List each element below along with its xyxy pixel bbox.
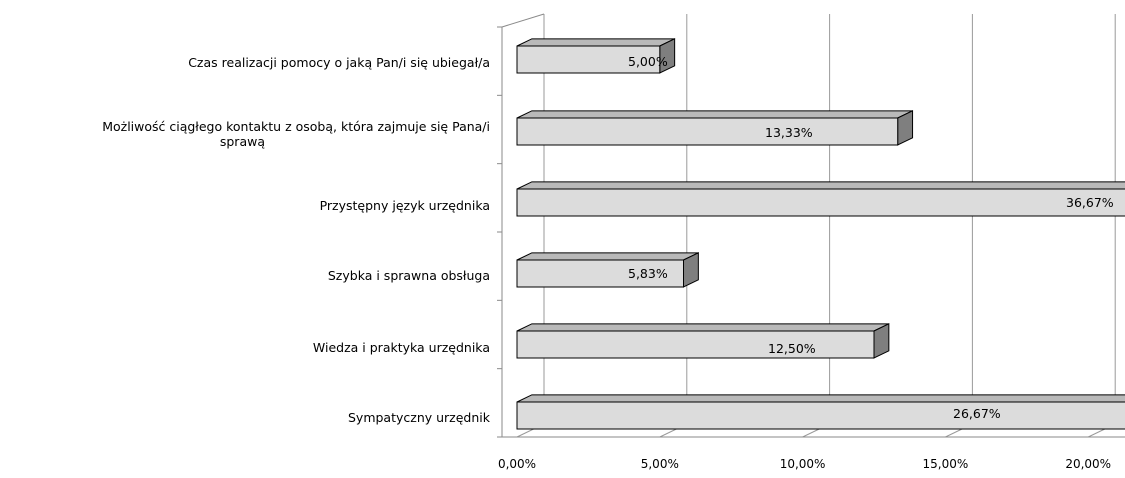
bar bbox=[516, 259, 685, 288]
category-label: Przystępny język urzędnika bbox=[320, 198, 490, 213]
bar bbox=[516, 45, 661, 74]
x-tick-label: 20,00% bbox=[1065, 457, 1111, 471]
category-label: Możliwość ciągłego kontaktu z osobą, któ… bbox=[102, 119, 490, 149]
x-tick-label: 10,00% bbox=[780, 457, 826, 471]
category-label: Czas realizacji pomocy o jaką Pan/i się … bbox=[188, 55, 490, 70]
data-label: 5,83% bbox=[628, 266, 668, 281]
bar bbox=[516, 188, 1125, 217]
x-tick-label: 5,00% bbox=[641, 457, 679, 471]
x-tick-label: 0,00% bbox=[498, 457, 536, 471]
bar-top-face bbox=[516, 323, 890, 332]
data-label: 36,67% bbox=[1066, 195, 1114, 210]
data-label: 12,50% bbox=[768, 341, 816, 356]
bar-top-face bbox=[516, 181, 1125, 190]
bar-top-face bbox=[516, 394, 1125, 403]
bar-top-face bbox=[516, 252, 699, 261]
x-tick-label: 15,00% bbox=[923, 457, 969, 471]
category-label: Sympatyczny urzędnik bbox=[348, 410, 491, 425]
bar-top-face bbox=[516, 110, 913, 119]
category-label: Szybka i sprawna obsługa bbox=[328, 268, 490, 283]
bar bbox=[516, 330, 875, 359]
data-label: 5,00% bbox=[628, 54, 668, 69]
bar bbox=[516, 117, 899, 146]
category-label: Wiedza i praktyka urzędnika bbox=[313, 340, 490, 355]
data-label: 26,67% bbox=[953, 406, 1001, 421]
bar-top-face bbox=[516, 38, 675, 47]
bar bbox=[516, 401, 1125, 430]
left-wall-top-edge bbox=[501, 13, 545, 28]
data-label: 13,33% bbox=[765, 125, 813, 140]
